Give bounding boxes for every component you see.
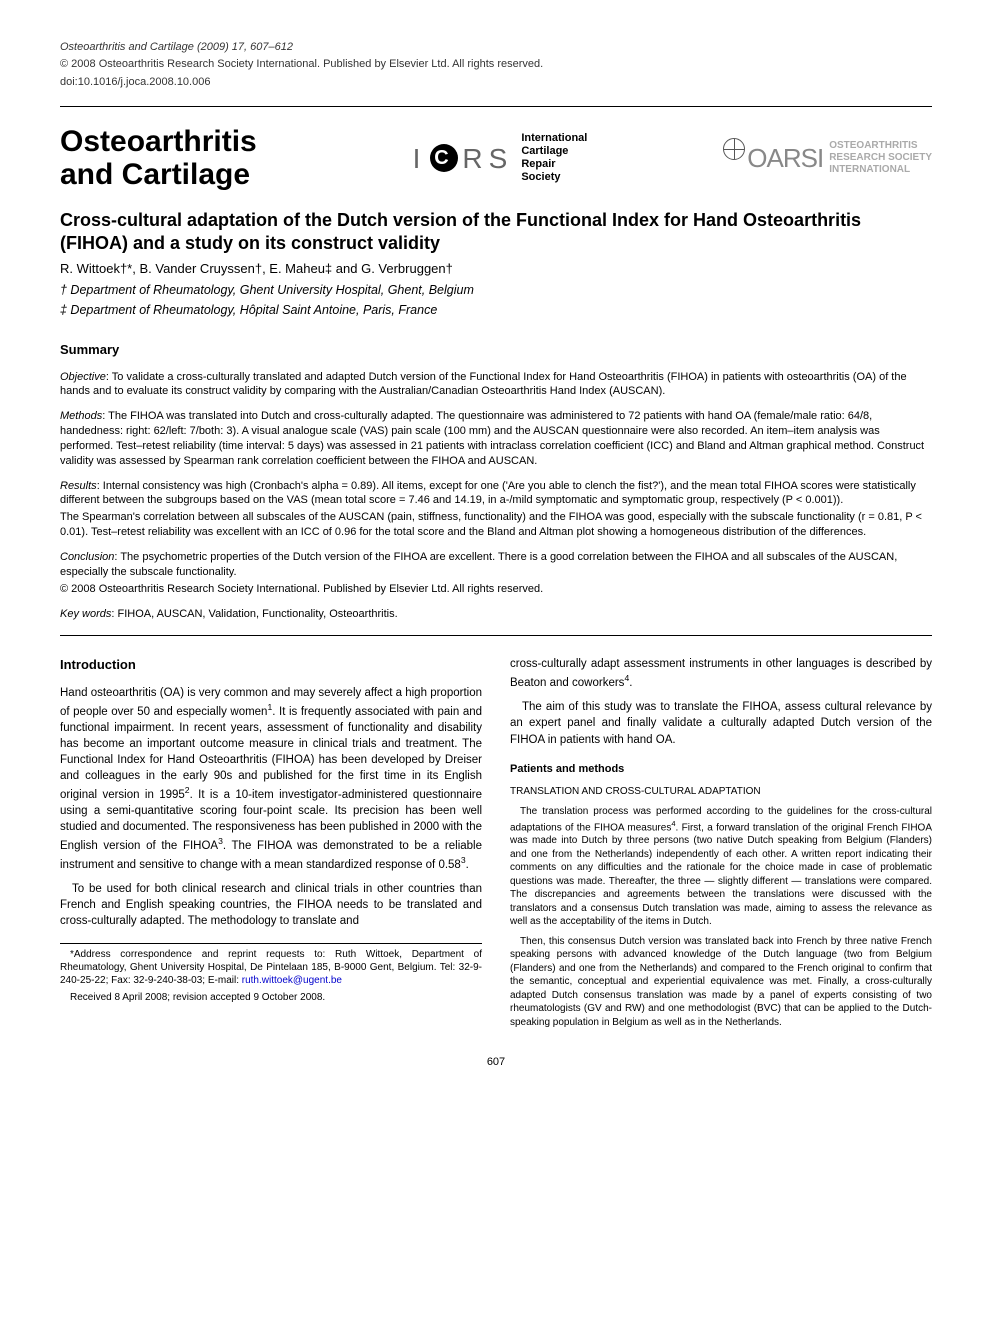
abstract-results-1: Results: Internal consistency was high (… xyxy=(60,479,932,509)
journal-banner: Osteoarthritis and Cartilage I C R S Int… xyxy=(60,125,932,191)
summary-heading: Summary xyxy=(60,341,932,359)
oarsi-line2: RESEARCH SOCIETY xyxy=(829,152,932,164)
journal-title-line2: and Cartilage xyxy=(60,158,257,191)
methods-paragraph-2: Then, this consensus Dutch version was t… xyxy=(510,935,932,1030)
col2-paragraph-2: The aim of this study was to translate t… xyxy=(510,699,932,747)
translation-subheading: TRANSLATION AND CROSS-CULTURAL ADAPTATIO… xyxy=(510,785,932,799)
oarsi-line1: OSTEOARTHRITIS xyxy=(829,140,932,152)
affiliation-2: ‡ Department of Rheumatology, Hôpital Sa… xyxy=(60,302,932,320)
footnote-block: *Address correspondence and reprint requ… xyxy=(60,943,482,1004)
abstract-divider xyxy=(60,635,932,636)
intro-paragraph-2: To be used for both clinical research an… xyxy=(60,881,482,929)
patients-methods-heading: Patients and methods xyxy=(510,762,932,777)
left-column: Introduction Hand osteoarthritis (OA) is… xyxy=(60,656,482,1035)
col2-p1-b: . xyxy=(629,677,632,689)
icrs-logo: I C R S xyxy=(413,139,514,178)
oarsi-line3: INTERNATIONAL xyxy=(829,164,932,176)
affiliation-1: † Department of Rheumatology, Ghent Univ… xyxy=(60,282,932,300)
intro-p1-e: . xyxy=(466,859,469,871)
icrs-line2: Cartilage xyxy=(521,145,587,158)
objective-text: : To validate a cross-culturally transla… xyxy=(60,371,907,398)
body-two-column: Introduction Hand osteoarthritis (OA) is… xyxy=(60,656,932,1035)
abstract-objective: Objective: To validate a cross-culturall… xyxy=(60,370,932,400)
icrs-line1: International xyxy=(521,132,587,145)
correspondence-footnote: *Address correspondence and reprint requ… xyxy=(60,948,482,987)
page-number: 607 xyxy=(60,1055,932,1070)
methods-body: The translation process was performed ac… xyxy=(510,805,932,1029)
icrs-line3: Repair xyxy=(521,158,587,171)
results-text-1: : Internal consistency was high (Cronbac… xyxy=(60,480,916,507)
globe-icon xyxy=(723,138,745,160)
top-divider xyxy=(60,106,932,107)
icrs-letter-i: I xyxy=(413,139,427,178)
methods-text: : The FIHOA was translated into Dutch an… xyxy=(60,410,924,467)
abstract-copyright: © 2008 Osteoarthritis Research Society I… xyxy=(60,582,932,597)
methods-paragraph-1: The translation process was performed ac… xyxy=(510,805,932,929)
citation-line: Osteoarthritis and Cartilage (2009) 17, … xyxy=(60,40,932,55)
icrs-letter-s: S xyxy=(489,139,514,178)
abstract-methods: Methods: The FIHOA was translated into D… xyxy=(60,409,932,468)
doi-line: doi:10.1016/j.joca.2008.10.006 xyxy=(60,75,932,90)
copyright-line: © 2008 Osteoarthritis Research Society I… xyxy=(60,57,932,72)
keywords-line: Key words: FIHOA, AUSCAN, Validation, Fu… xyxy=(60,607,932,622)
abstract-block: Objective: To validate a cross-culturall… xyxy=(60,370,932,622)
icrs-line4: Society xyxy=(521,171,587,184)
icrs-block: I C R S International Cartilage Repair S… xyxy=(413,132,588,185)
abstract-results-2: The Spearman's correlation between all s… xyxy=(60,510,932,540)
conclusion-label: Conclusion xyxy=(60,551,114,563)
right-column: cross-culturally adapt assessment instru… xyxy=(510,656,932,1035)
conclusion-text: : The psychometric properties of the Dut… xyxy=(60,551,897,578)
col2-paragraph-1: cross-culturally adapt assessment instru… xyxy=(510,656,932,691)
methods-label: Methods xyxy=(60,410,102,422)
received-footnote: Received 8 April 2008; revision accepted… xyxy=(60,991,482,1004)
oarsi-block: OARSI OSTEOARTHRITIS RESEARCH SOCIETY IN… xyxy=(723,138,932,178)
oarsi-abbrev: OARSI xyxy=(747,140,823,176)
methods-p1-b: . First, a forward translation of the or… xyxy=(510,822,932,928)
authors-line: R. Wittoek†*, B. Vander Cruyssen†, E. Ma… xyxy=(60,260,932,278)
icrs-letter-r: R xyxy=(462,139,488,178)
intro-p1-b: . It is frequently associated with pain … xyxy=(60,705,482,800)
introduction-heading: Introduction xyxy=(60,656,482,674)
oarsi-fullname: OSTEOARTHRITIS RESEARCH SOCIETY INTERNAT… xyxy=(829,140,932,176)
col2-p1-a: cross-culturally adapt assessment instru… xyxy=(510,658,932,689)
intro-paragraph-1: Hand osteoarthritis (OA) is very common … xyxy=(60,685,482,873)
icrs-fullname: International Cartilage Repair Society xyxy=(521,132,587,185)
results-label: Results xyxy=(60,480,97,492)
correspondence-email[interactable]: ruth.wittoek@ugent.be xyxy=(242,975,342,986)
icrs-letter-c: C xyxy=(430,144,458,172)
objective-label: Objective xyxy=(60,371,106,383)
article-title: Cross-cultural adaptation of the Dutch v… xyxy=(60,209,932,254)
header-meta: Osteoarthritis and Cartilage (2009) 17, … xyxy=(60,40,932,90)
keywords-label: Key words xyxy=(60,608,111,620)
abstract-conclusion: Conclusion: The psychometric properties … xyxy=(60,550,932,580)
journal-title-line1: Osteoarthritis xyxy=(60,125,257,158)
keywords-text: : FIHOA, AUSCAN, Validation, Functionali… xyxy=(111,608,397,620)
journal-title: Osteoarthritis and Cartilage xyxy=(60,125,257,191)
oarsi-logo: OARSI xyxy=(723,138,823,178)
